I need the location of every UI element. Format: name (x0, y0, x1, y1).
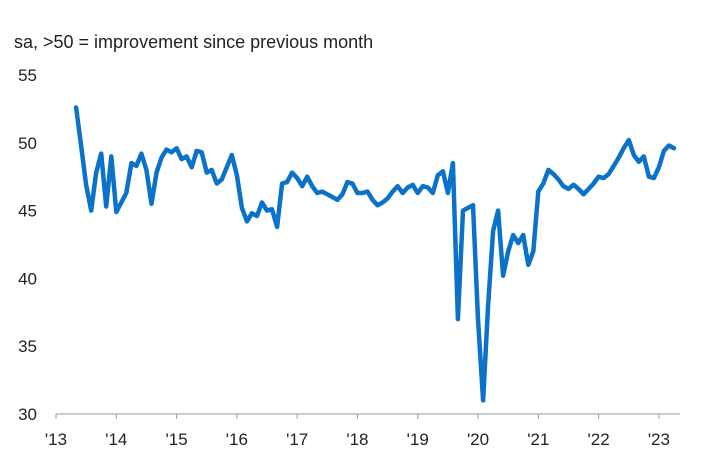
series-line (73, 105, 677, 403)
x-tick-label: '22 (588, 430, 610, 449)
y-tick-label: 50 (18, 134, 37, 153)
y-tick-label: 30 (18, 405, 37, 424)
y-tick-label: 45 (18, 202, 37, 221)
y-tick-label: 55 (18, 66, 37, 85)
x-tick-label: '14 (105, 430, 127, 449)
x-tick-label: '17 (286, 430, 308, 449)
y-axis: 30 35 40 45 50 55 (18, 66, 37, 424)
y-tick-label: 35 (18, 337, 37, 356)
x-tick-label: '21 (527, 430, 549, 449)
x-tick-label: '23 (648, 430, 670, 449)
chart-subtitle: sa, >50 = improvement since previous mon… (14, 32, 373, 52)
x-tick-label: '19 (407, 430, 429, 449)
x-tick-label: '20 (467, 430, 489, 449)
x-axis: '13 '14 '15 '16 '17 '18 '19 '20 '21 '22 '23 (45, 414, 670, 449)
x-tick-label: '18 (346, 430, 368, 449)
x-tick-label: '13 (45, 430, 67, 449)
x-tick-label: '16 (226, 430, 248, 449)
y-tick-label: 40 (18, 269, 37, 288)
x-tick-label: '15 (166, 430, 188, 449)
